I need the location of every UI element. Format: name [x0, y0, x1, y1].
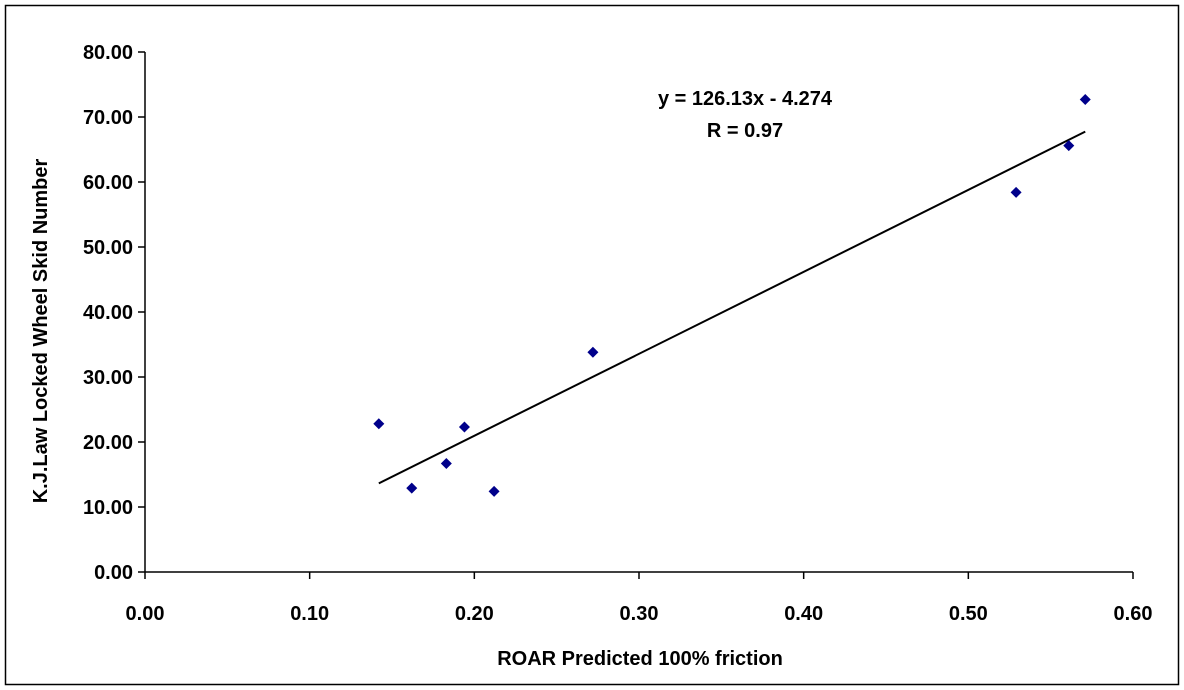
data-point-marker — [458, 421, 470, 433]
data-points — [373, 93, 1091, 497]
data-point-marker — [1063, 140, 1075, 152]
trendline-equation: y = 126.13x - 4.274 — [658, 88, 833, 110]
y-tick-label: 60.00 — [83, 172, 133, 194]
x-axis-ticks: 0.00 0.10 0.20 0.30 0.40 0.50 0.60 — [126, 572, 1153, 625]
y-tick-label: 50.00 — [83, 237, 133, 259]
x-tick-label: 0.00 — [126, 603, 165, 625]
r-value-label: R = 0.97 — [707, 120, 783, 142]
trendline — [378, 130, 1086, 485]
y-tick-label: 80.00 — [83, 42, 133, 64]
y-tick-label: 40.00 — [83, 302, 133, 324]
chart-border — [4, 4, 1180, 686]
data-point-marker — [1079, 93, 1091, 105]
data-point-marker — [1010, 186, 1022, 198]
x-tick-label: 0.60 — [1114, 603, 1153, 625]
x-axis-label: ROAR Predicted 100% friction — [497, 648, 783, 670]
x-tick-label: 0.50 — [949, 603, 988, 625]
y-tick-label: 70.00 — [83, 107, 133, 129]
x-tick-label: 0.10 — [290, 603, 329, 625]
data-point-marker — [406, 482, 418, 494]
x-tick-label: 0.40 — [784, 603, 823, 625]
y-tick-label: 20.00 — [83, 432, 133, 454]
x-tick-label: 0.20 — [455, 603, 494, 625]
y-tick-label: 30.00 — [83, 367, 133, 389]
y-axis-ticks: 0.00 10.00 20.00 30.00 40.00 50.00 60.00 70.00 8… — [83, 42, 145, 584]
data-point-marker — [488, 485, 500, 497]
data-point-marker — [373, 418, 385, 430]
data-point-marker — [440, 457, 452, 469]
y-tick-label: 10.00 — [83, 497, 133, 519]
y-axis-label: K.J.Law Locked Wheel Skid Number — [30, 159, 52, 504]
data-point-marker — [587, 346, 599, 358]
x-tick-label: 0.30 — [620, 603, 659, 625]
y-tick-label: 0.00 — [94, 562, 133, 584]
